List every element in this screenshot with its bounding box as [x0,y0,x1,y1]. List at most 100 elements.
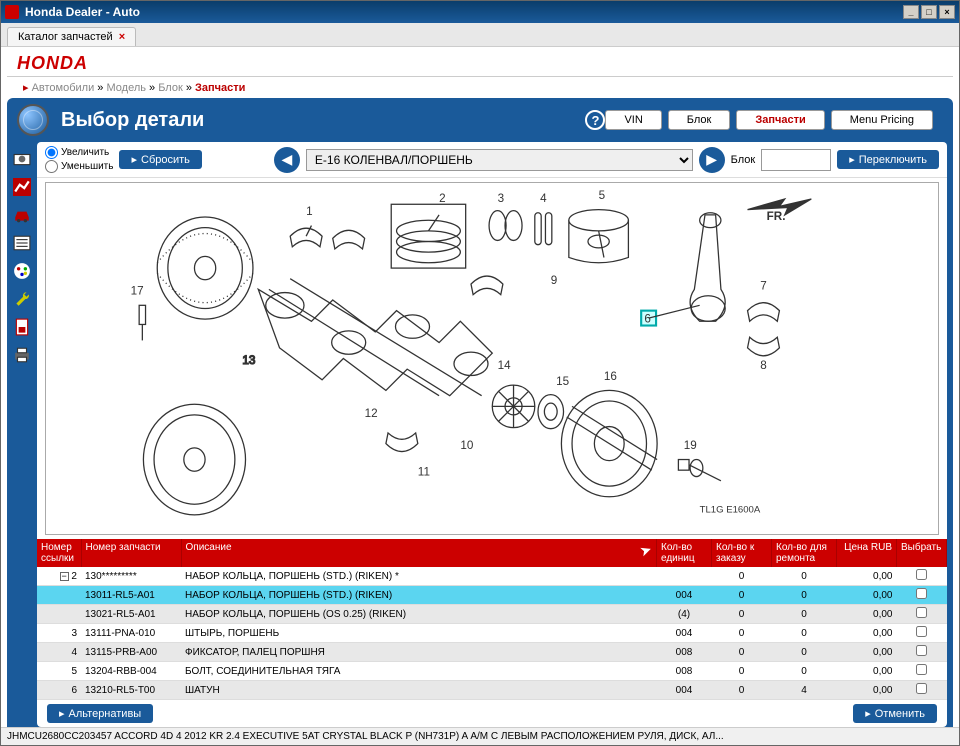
table-row[interactable]: 13021-RL5-A01НАБОР КОЛЬЦА, ПОРШЕНЬ (OS 0… [37,605,947,624]
svg-text:1: 1 [306,205,313,218]
app-window: Honda Dealer - Auto _ □ × Каталог запчас… [0,0,960,746]
svg-text:4: 4 [540,192,547,205]
logo-row: HONDA [1,47,959,76]
row-select-checkbox[interactable] [916,645,927,656]
table-row[interactable]: 513204-RBB-004БОЛТ, СОЕДИНИТЕЛЬНАЯ ТЯГА0… [37,662,947,681]
tool-camera-icon[interactable] [13,150,31,168]
svg-text:7: 7 [760,279,767,292]
diagram-select[interactable]: E-16 КОЛЕНВАЛ/ПОРШЕНЬ [306,149,693,171]
block-input[interactable] [761,149,831,171]
th-partno[interactable]: Номер запчасти [81,539,181,567]
nav-block[interactable]: Блок [668,110,731,130]
titlebar: Honda Dealer - Auto _ □ × [1,1,959,23]
window-controls: _ □ × [903,5,955,19]
crumb-block[interactable]: Блок [158,82,183,94]
row-select-checkbox[interactable] [916,626,927,637]
parts-diagram[interactable]: 13 [45,182,939,535]
zoom-out-radio[interactable]: Уменьшить [45,160,113,173]
cancel-button[interactable]: ▸ Отменить [853,704,937,723]
svg-text:15: 15 [556,375,570,388]
body-row: Увеличить Уменьшить ▸ Сбросить ◀ E-16 КО… [7,142,953,727]
tool-palette-icon[interactable] [13,262,31,280]
zoom-in-radio[interactable]: Увеличить [45,146,113,159]
block-label: Блок [731,154,756,166]
svg-text:11: 11 [418,465,430,478]
tool-wrench-icon[interactable] [13,290,31,308]
tab-label: Каталог запчастей [18,31,113,43]
tool-print-icon[interactable] [13,346,31,364]
bottom-actions: ▸ Альтернативы ▸ Отменить [37,700,947,727]
svg-text:2: 2 [439,192,446,205]
diagram-svg: 13 [120,183,865,534]
svg-text:10: 10 [460,439,474,452]
table-row[interactable]: 13011-RL5-A01НАБОР КОЛЬЦА, ПОРШЕНЬ (STD.… [37,586,947,605]
svg-text:FR.: FR. [766,210,785,223]
left-toolbar [7,142,37,727]
nav-vin[interactable]: VIN [605,110,661,130]
honda-logo: HONDA [17,53,88,73]
next-diagram-button[interactable]: ▶ [699,147,725,173]
zoom-controls: Увеличить Уменьшить [45,146,113,173]
svg-text:13: 13 [242,354,255,367]
switch-button[interactable]: ▸ Переключить [837,150,939,169]
th-price[interactable]: Цена RUB [837,539,897,567]
tab-bar: Каталог запчастей × [1,23,959,47]
svg-text:16: 16 [604,370,617,383]
content-area: Увеличить Уменьшить ▸ Сбросить ◀ E-16 КО… [37,142,947,727]
tab-close-icon[interactable]: × [119,31,125,43]
controls-row: Увеличить Уменьшить ▸ Сбросить ◀ E-16 КО… [37,142,947,178]
crumb-model[interactable]: Модель [106,82,145,94]
alternatives-button[interactable]: ▸ Альтернативы [47,704,153,723]
globe-icon[interactable] [17,104,49,136]
th-select[interactable]: Выбрать [897,539,947,567]
svg-text:9: 9 [550,274,557,287]
nav-buttons: VIN Блок Запчасти Menu Pricing [605,110,933,130]
nav-parts[interactable]: Запчасти [736,110,824,130]
table-row[interactable]: 613210-RL5-T00ШАТУН004040,00 [37,681,947,700]
nav-pricing[interactable]: Menu Pricing [831,110,933,130]
th-units[interactable]: Кол-во единиц [657,539,712,567]
tab-catalog[interactable]: Каталог запчастей × [7,27,136,46]
app-icon [5,5,19,19]
crumb-auto[interactable]: Автомобили [32,82,95,94]
row-select-checkbox[interactable] [916,664,927,675]
th-repair[interactable]: Кол-во для ремонта [772,539,837,567]
prev-diagram-button[interactable]: ◀ [274,147,300,173]
svg-text:8: 8 [760,359,767,372]
svg-text:3: 3 [497,192,504,205]
row-select-checkbox[interactable] [916,588,927,599]
close-button[interactable]: × [939,5,955,19]
title-row: Выбор детали ? VIN Блок Запчасти Menu Pr… [7,98,953,142]
row-select-checkbox[interactable] [916,683,927,694]
breadcrumb: ▸ Автомобили » Модель » Блок » Запчасти [7,76,953,98]
svg-text:12: 12 [364,407,377,420]
svg-text:14: 14 [497,359,511,372]
page-title: Выбор детали [61,109,585,132]
th-desc[interactable]: Описание➤ [181,539,657,567]
table-row[interactable]: 413115-PRB-A00ФИКСАТОР, ПАЛЕЦ ПОРШНЯ0080… [37,643,947,662]
reset-button[interactable]: ▸ Сбросить [119,150,201,169]
svg-text:19: 19 [683,439,696,452]
tool-chart-icon[interactable] [13,178,31,196]
tool-doc-icon[interactable] [13,318,31,336]
row-select-checkbox[interactable] [916,607,927,618]
main-panel: Выбор детали ? VIN Блок Запчасти Menu Pr… [7,98,953,727]
help-icon[interactable]: ? [585,110,605,130]
svg-text:TL1G E1600A: TL1G E1600A [699,505,760,516]
table-header-row: Номер ссылки Номер запчасти Описание➤ Ко… [37,539,947,567]
minimize-button[interactable]: _ [903,5,919,19]
tool-car-icon[interactable] [13,206,31,224]
svg-text:17: 17 [130,285,143,298]
svg-text:5: 5 [598,189,605,202]
parts-table: Номер ссылки Номер запчасти Описание➤ Ко… [37,539,947,700]
row-select-checkbox[interactable] [916,569,927,580]
svg-text:6: 6 [644,312,651,325]
table-row[interactable]: 313111-PNA-010ШТЫРЬ, ПОРШЕНЬ004000,00 [37,624,947,643]
crumb-active: Запчасти [195,82,245,94]
tool-list-icon[interactable] [13,234,31,252]
th-ref[interactable]: Номер ссылки [37,539,81,567]
table-row[interactable]: − 2130*********НАБОР КОЛЬЦА, ПОРШЕНЬ (ST… [37,567,947,586]
th-order[interactable]: Кол-во к заказу [712,539,772,567]
maximize-button[interactable]: □ [921,5,937,19]
window-title: Honda Dealer - Auto [25,5,903,19]
